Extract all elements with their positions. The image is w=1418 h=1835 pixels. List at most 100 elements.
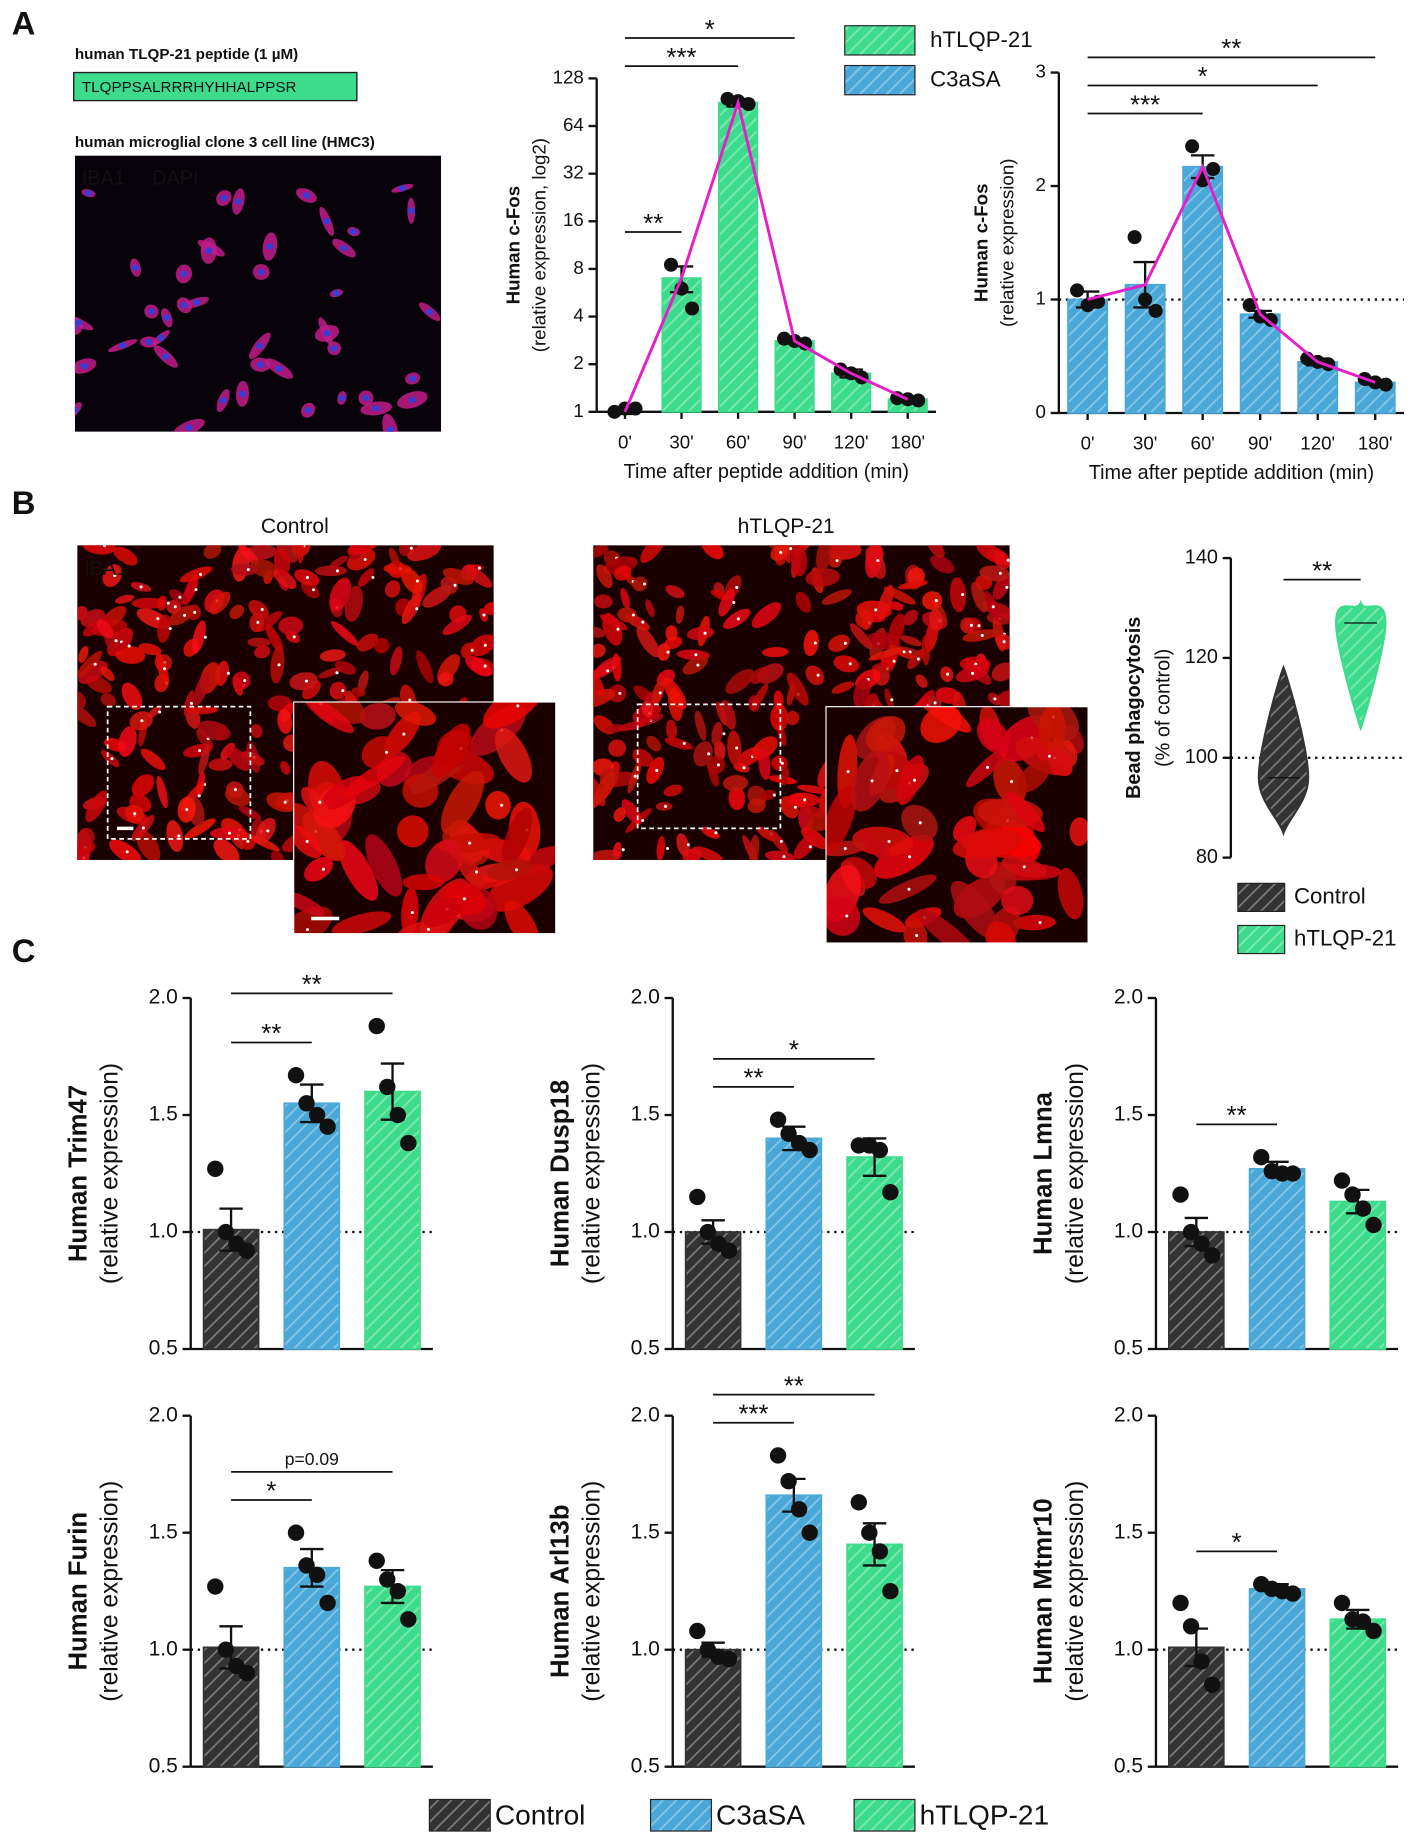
cell [504, 900, 540, 934]
data-point [400, 1134, 417, 1152]
x-tick-label: 0' [1081, 433, 1095, 454]
cell [1013, 914, 1056, 931]
data-point [389, 1583, 406, 1600]
bead [846, 770, 850, 774]
cell [855, 609, 874, 629]
violin [1334, 599, 1387, 732]
y-tick-label: 1.5 [149, 1520, 178, 1543]
cell [432, 723, 471, 778]
y-axis-title: (relative expression) [1062, 1063, 1089, 1284]
y-tick-label: 1.5 [1114, 1103, 1143, 1126]
cell [985, 921, 1016, 944]
cell [442, 567, 474, 585]
cell [203, 545, 222, 559]
y-axis-title: Human Dusp18 [546, 1080, 574, 1267]
nucleus [338, 394, 346, 402]
legend-swatch [853, 1798, 916, 1832]
bead [946, 672, 950, 676]
cell [593, 545, 609, 558]
data-point [1203, 1676, 1221, 1693]
bead [127, 644, 131, 648]
data-point [871, 1543, 889, 1560]
y-tick-label: 1.0 [1114, 1220, 1143, 1243]
cell [280, 761, 291, 775]
data-point [1365, 1622, 1382, 1640]
data-point [801, 1524, 818, 1541]
cell [184, 818, 216, 840]
bead [848, 662, 852, 666]
bead [306, 928, 310, 932]
cell [780, 766, 790, 786]
cell [486, 864, 553, 912]
nucleus [372, 405, 380, 412]
bead [277, 663, 281, 667]
bead [371, 575, 375, 580]
cell [593, 643, 606, 658]
nucleus [256, 361, 265, 368]
cell [665, 719, 678, 741]
cell [608, 739, 627, 757]
nucleus [163, 314, 171, 321]
significance-label: * [705, 16, 715, 44]
cell [640, 545, 667, 563]
data-point [298, 1557, 315, 1574]
cell [485, 790, 511, 820]
cell [422, 897, 463, 928]
cell [868, 647, 904, 661]
nucleus [302, 192, 311, 199]
bead [515, 868, 519, 872]
cell [718, 588, 736, 617]
cell [240, 751, 265, 766]
cell [751, 602, 782, 629]
bead [1002, 640, 1006, 644]
bead [363, 558, 367, 562]
cell [927, 545, 945, 558]
bead [835, 559, 839, 563]
nucleus [275, 365, 283, 372]
y-axis-title: (relative expression) [1062, 1481, 1089, 1702]
bead [304, 679, 309, 683]
bead [110, 757, 114, 761]
cell [118, 726, 137, 757]
cell [247, 637, 271, 647]
cell [786, 710, 800, 726]
data-point [1284, 1165, 1302, 1182]
data-point [861, 1524, 878, 1541]
bead [714, 831, 718, 835]
bead [335, 569, 339, 573]
data-point [1172, 1186, 1189, 1203]
cell [442, 614, 472, 636]
bead [415, 579, 419, 583]
nucleus [80, 362, 88, 370]
bead [139, 585, 143, 589]
cell [747, 798, 766, 814]
bead [779, 550, 783, 554]
legend-swatch [1237, 924, 1286, 955]
bead [183, 613, 187, 617]
nucleus [362, 394, 370, 402]
cell [950, 880, 1001, 941]
bead [803, 798, 807, 802]
x-axis-title: Time after peptide addition (min) [1089, 462, 1374, 484]
data-point [389, 1106, 406, 1124]
legend-label: hTLQP-21 [920, 1799, 1050, 1830]
legend-label: Control [1294, 883, 1366, 908]
y-axis-title: Human Lmna [1030, 1091, 1058, 1255]
y-tick-label: 8 [573, 257, 583, 278]
cell [751, 683, 769, 711]
bead [916, 657, 920, 661]
y-tick-label: 0.5 [1114, 1337, 1143, 1360]
bead [203, 635, 207, 639]
cell [157, 614, 172, 643]
x-tick-label: 30' [669, 431, 693, 452]
bead [1047, 754, 1051, 758]
cell [425, 839, 464, 883]
bead [874, 608, 878, 612]
bead [732, 600, 736, 604]
bead [908, 855, 912, 859]
cell [663, 784, 683, 797]
cell [701, 545, 724, 560]
cell [797, 784, 832, 795]
cell [357, 670, 369, 694]
bead [682, 742, 686, 746]
